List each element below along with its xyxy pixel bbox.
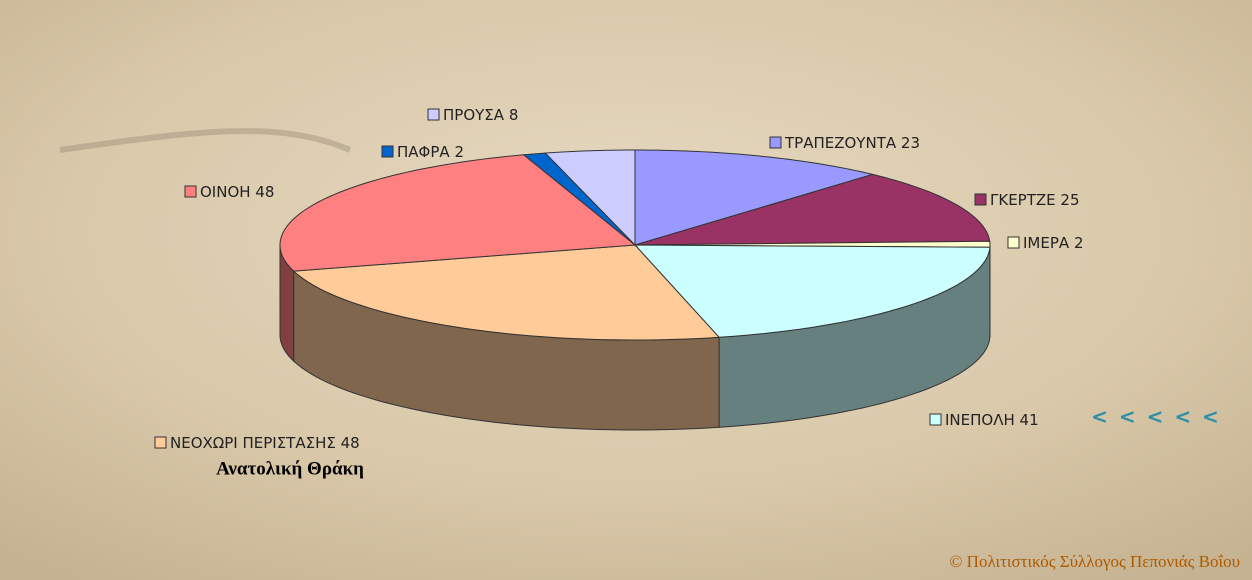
slice-label: ΤΡΑΠΕΖΟΥΝΤΑ 23	[784, 134, 920, 152]
pie-tops	[279, 149, 991, 341]
slice	[279, 154, 637, 272]
slice-name: ΠΑΦΡΑ	[397, 143, 450, 161]
slice-label: ΙΜΕΡΑ 2	[1023, 234, 1083, 252]
slice-value: 2	[454, 143, 464, 161]
legend-swatch	[769, 136, 782, 149]
slice-name: ΟΙΝΟΗ	[200, 183, 251, 201]
slice-label: ΟΙΝΟΗ 48	[200, 183, 274, 201]
slice-name: ΙΝΕΠΟΛΗ	[945, 411, 1015, 429]
legend-swatch	[184, 185, 197, 198]
slice-name: ΓΚΕΡΤΖΕ	[990, 191, 1056, 209]
legend-swatch	[929, 413, 942, 426]
arrow-annotation: < < < < <	[1091, 405, 1221, 429]
slice-value: 2	[1074, 234, 1084, 252]
slice-label: ΙΝΕΠΟΛΗ 41	[945, 411, 1039, 429]
slice-value: 25	[1060, 191, 1079, 209]
legend-swatch	[1007, 236, 1020, 249]
slice-label: ΝΕΟΧΩΡΙ ΠΕΡΙΣΤΑΣΗΣ 48	[170, 434, 360, 452]
pie	[279, 149, 991, 431]
slice-value: 48	[341, 434, 360, 452]
slice	[634, 149, 875, 246]
copyright: © Πολιτιστικός Σύλλογος Πεπονιάς Βοΐου	[950, 552, 1240, 571]
slice-value: 23	[901, 134, 920, 152]
slice-name: ΙΜΕΡΑ	[1023, 234, 1070, 252]
slice	[634, 173, 991, 246]
slice-label: ΓΚΕΡΤΖΕ 25	[990, 191, 1080, 209]
slice-name: ΝΕΟΧΩΡΙ ΠΕΡΙΣΤΑΣΗΣ	[170, 434, 336, 452]
slice	[634, 240, 991, 248]
slice	[544, 149, 636, 247]
slice-value: 41	[1020, 411, 1039, 429]
legend-swatch	[974, 193, 987, 206]
stone-crack	[59, 128, 352, 153]
slice-value: 48	[255, 183, 274, 201]
slice-name: ΠΡΟΥΣΑ	[443, 106, 505, 124]
slice	[522, 152, 636, 246]
slice-label: ΠΡΟΥΣΑ 8	[443, 106, 518, 124]
legend-swatch	[381, 145, 394, 158]
slice-name: ΤΡΑΠΕΖΟΥΝΤΑ	[784, 134, 897, 152]
slice-label: ΠΑΦΡΑ 2	[397, 143, 464, 161]
legend-swatch	[154, 436, 167, 449]
region-label: Ανατολική Θράκη	[216, 458, 364, 479]
slice-value: 8	[509, 106, 519, 124]
slice	[292, 244, 721, 341]
slice	[633, 244, 991, 338]
legend-swatch	[427, 108, 440, 121]
